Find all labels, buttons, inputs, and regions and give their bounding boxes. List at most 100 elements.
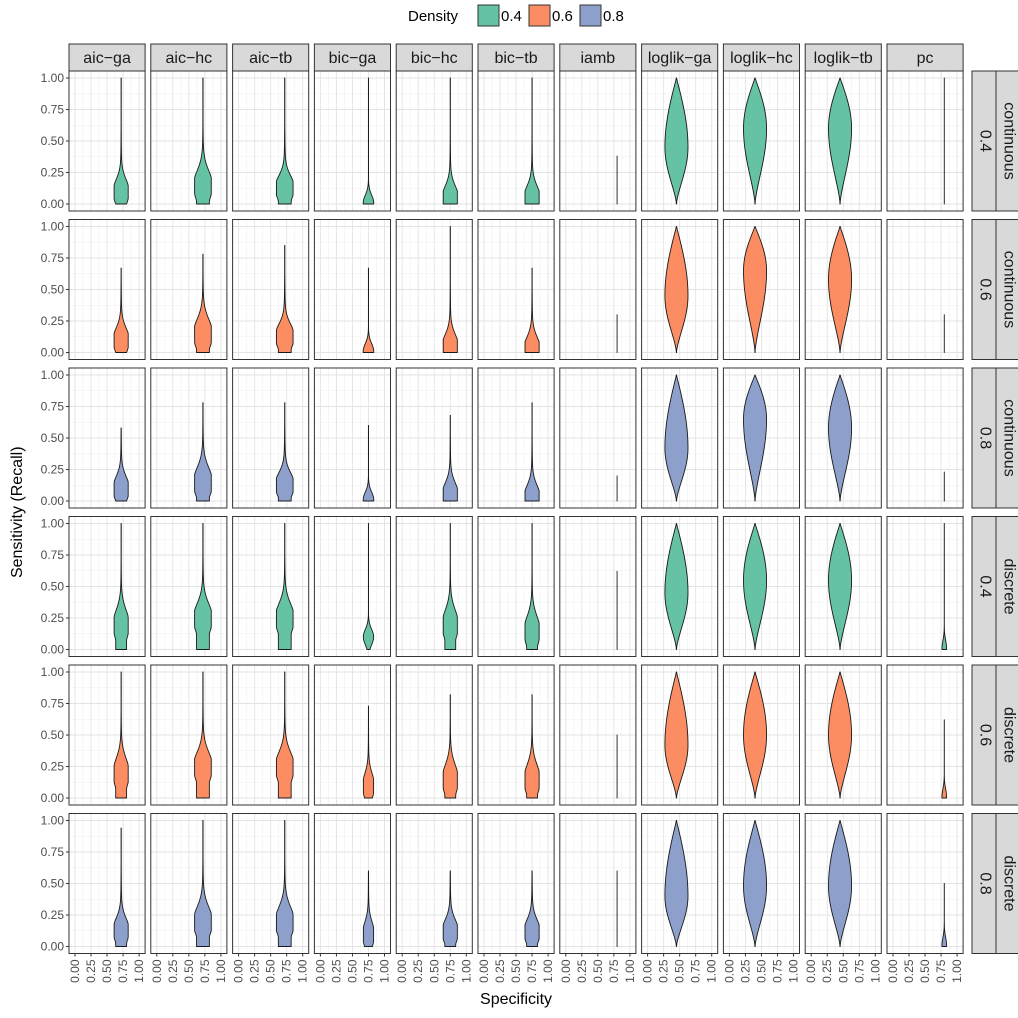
panel-5-5 [478,814,554,954]
x-tick-label: 0.50 [182,959,196,983]
x-tick-label: 0.75 [607,959,621,983]
panel-1-10 [887,220,963,360]
x-tick-label: 1.00 [623,959,637,983]
panel-4-2 [233,665,309,805]
y-tick-label: 0.25 [41,908,65,922]
panel-4-0 [69,665,145,805]
panel-2-7 [642,368,718,508]
panel-2-0 [69,368,145,508]
row-strip-type-2: continuous [1001,399,1018,476]
y-tick-label: 0.00 [41,791,65,805]
x-tick-label: 1.00 [705,959,719,983]
row-strip-type-0: continuous [1001,102,1018,179]
x-tick-label: 0.50 [427,959,441,983]
x-tick-label: 0.00 [559,959,573,983]
y-tick-label: 1.00 [41,814,65,828]
legend-swatch-0 [478,5,499,26]
panel-2-8 [723,368,799,508]
panel-0-2 [233,71,309,211]
y-tick-label: 0.75 [41,548,65,562]
x-tick-label: 0.25 [657,959,671,983]
y-tick-label: 0.50 [41,877,65,891]
x-tick-label: 0.75 [934,959,948,983]
x-tick-label: 0.75 [443,959,457,983]
panel-0-7 [642,71,718,211]
panel-3-1 [151,517,227,657]
column-strip-label-9: loglik−tb [814,50,873,67]
panel-5-8 [723,814,799,954]
panel-0-10 [887,71,963,211]
x-tick-label: 0.00 [804,959,818,983]
x-tick-label: 0.25 [493,959,507,983]
column-strip-label-5: bic−tb [494,50,537,67]
y-axis-row-0: 0.000.250.500.751.00 [41,71,69,211]
panel-5-7 [642,814,718,954]
y-tick-label: 0.75 [41,251,65,265]
row-strip-density-5: 0.8 [977,872,994,894]
column-strip-label-3: bic−ga [329,50,377,67]
panel-4-9 [805,665,881,805]
panel-2-2 [233,368,309,508]
x-tick-label: 1.00 [132,959,146,983]
panel-3-5 [478,517,554,657]
y-tick-label: 0.75 [41,697,65,711]
x-tick-label: 1.00 [950,959,964,983]
x-tick-label: 1.00 [378,959,392,983]
panel-5-6 [560,814,636,954]
panel-0-0 [69,71,145,211]
x-tick-label: 0.25 [820,959,834,983]
x-tick-label: 0.25 [575,959,589,983]
x-tick-label: 0.25 [329,959,343,983]
y-tick-label: 0.50 [41,134,65,148]
x-tick-label: 0.25 [248,959,262,983]
panel-3-8 [723,517,799,657]
y-tick-label: 1.00 [41,368,65,382]
x-tick-label: 0.00 [886,959,900,983]
x-tick-label: 0.25 [902,959,916,983]
panel-1-7 [642,220,718,360]
row-strip-type-1: continuous [1001,251,1018,328]
y-tick-label: 0.00 [41,643,65,657]
y-tick-label: 0.25 [41,611,65,625]
x-axis-title: Specificity [480,991,552,1008]
x-tick-label: 0.00 [232,959,246,983]
panel-2-9 [805,368,881,508]
x-tick-label: 0.75 [280,959,294,983]
x-tick-label: 0.75 [689,959,703,983]
legend-swatch-1 [529,5,550,26]
column-strip-label-7: loglik−ga [648,50,712,67]
x-tick-label: 0.50 [591,959,605,983]
x-tick-label: 0.50 [509,959,523,983]
x-tick-label: 0.75 [852,959,866,983]
y-axis-row-2: 0.000.250.500.751.00 [41,368,69,508]
x-tick-label: 0.25 [738,959,752,983]
legend-label-2: 0.8 [603,8,624,25]
column-strip-label-1: aic−hc [165,50,212,67]
x-tick-label: 0.75 [770,959,784,983]
y-tick-label: 1.00 [41,220,65,234]
panel-4-6 [560,665,636,805]
panel-4-1 [151,665,227,805]
legend-label-1: 0.6 [552,8,573,25]
panel-0-5 [478,71,554,211]
panel-3-9 [805,517,881,657]
column-strip-label-8: loglik−hc [730,50,793,67]
panel-3-4 [396,517,472,657]
x-tick-label: 0.50 [673,959,687,983]
panel-2-5 [478,368,554,508]
y-tick-label: 0.25 [41,463,65,477]
column-strip-label-6: iamb [581,50,616,67]
panel-4-7 [642,665,718,805]
row-strip-type-5: discrete [1001,855,1018,911]
x-tick-label: 0.00 [641,959,655,983]
x-tick-label: 0.50 [264,959,278,983]
y-tick-label: 0.25 [41,760,65,774]
panel-4-8 [723,665,799,805]
x-tick-label: 0.75 [198,959,212,983]
y-axis-title: Sensitivity (Recall) [9,446,26,578]
y-tick-label: 0.00 [41,197,65,211]
